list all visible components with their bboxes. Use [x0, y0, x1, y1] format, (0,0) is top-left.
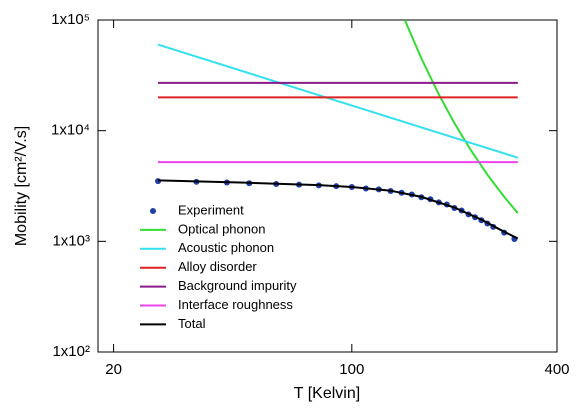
legend-label: Total	[178, 316, 206, 331]
y-tick-label: 1x10³	[52, 232, 90, 249]
series-line	[157, 179, 519, 240]
legend-label: Experiment	[178, 202, 244, 217]
legend-label: Background impurity	[178, 278, 297, 293]
x-axis-label: T [Kelvin]	[294, 385, 360, 402]
y-tick-label: 1x10⁴	[51, 122, 90, 139]
legend-label: Alloy disorder	[178, 259, 257, 274]
series-line	[403, 20, 519, 214]
y-axis-label: Mobility [cm²/V.s]	[13, 126, 30, 246]
legend-label: Optical phonon	[178, 221, 265, 236]
y-tick-label: 1x10⁵	[51, 11, 90, 28]
legend-marker	[150, 208, 156, 214]
y-tick-label: 1x10²	[52, 343, 90, 360]
x-tick-label: 20	[105, 361, 122, 378]
legend-label: Acoustic phonon	[178, 240, 274, 255]
x-tick-label: 100	[339, 361, 364, 378]
series-line	[157, 43, 519, 159]
x-tick-label: 400	[544, 361, 569, 378]
legend-label: Interface roughness	[178, 297, 293, 312]
